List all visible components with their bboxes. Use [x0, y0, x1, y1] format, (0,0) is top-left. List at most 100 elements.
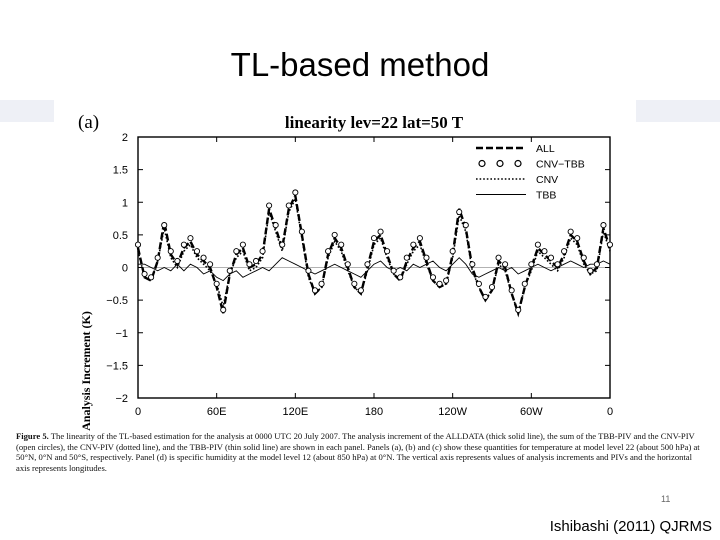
series-line-all [136, 191, 612, 318]
data-point-cnv-tbb [456, 208, 463, 216]
y-tick-label: 0 [122, 263, 128, 275]
data-point-cnv-tbb [187, 235, 194, 242]
data-point-cnv-tbb [370, 235, 378, 242]
data-point-cnv-tbb [174, 257, 181, 265]
data-point-cnv-tbb [606, 241, 614, 248]
data-point-cnv-tbb [502, 261, 509, 268]
data-point-cnv-tbb [141, 270, 148, 278]
data-point-cnv-tbb [482, 293, 489, 300]
data-point-cnv-tbb [318, 280, 325, 287]
data-point-cnv-tbb [515, 306, 522, 313]
y-tick-label: 2 [122, 132, 128, 144]
series-line-tbb [138, 257, 611, 282]
data-point-cnv-tbb [161, 222, 168, 229]
data-point-cnv-tbb [239, 241, 246, 248]
data-point-cnv-tbb [338, 241, 345, 248]
data-point-cnv-tbb [443, 277, 450, 284]
panel-label: (a) [78, 112, 99, 133]
data-point-cnv-tbb [377, 228, 384, 235]
y-tick-label: 1.5 [113, 165, 128, 177]
data-point-cnv-tbb [134, 241, 142, 248]
data-point-cnv-tbb [495, 254, 502, 261]
data-point-cnv-tbb [423, 254, 430, 261]
y-tick-label: −2 [115, 393, 128, 405]
page-number: 11 [661, 494, 671, 504]
legend-label: TBB [536, 190, 556, 202]
chart-title: linearity lev=22 lat=50 T [285, 113, 464, 132]
data-point-cnv-tbb [397, 274, 404, 281]
legend-label: ALL [536, 143, 555, 155]
data-point-cnv-tbb [357, 287, 364, 294]
data-point-cnv-tbb [416, 235, 423, 242]
x-tick-label: 0 [607, 406, 613, 418]
x-tick-label: 0 [135, 406, 141, 418]
legend-label: CNV [536, 174, 558, 186]
legend-label: CNV−TBB [536, 159, 585, 171]
data-point-cnv-tbb [180, 241, 187, 248]
data-point-cnv-tbb [279, 241, 286, 248]
y-tick-label: −1 [115, 328, 128, 340]
data-point-cnv-tbb [561, 248, 568, 255]
data-point-cnv-tbb [207, 261, 214, 268]
legend-marker-cnv-tbb [496, 159, 504, 168]
data-point-cnv-tbb [449, 248, 456, 255]
data-point-cnv-tbb [521, 280, 528, 287]
x-tick-label: 60W [520, 406, 543, 418]
data-point-cnv-tbb [541, 248, 548, 255]
slide-title: TL-based method [230, 46, 490, 83]
legend-marker-cnv-tbb [514, 159, 522, 168]
legend-marker-cnv-tbb [478, 159, 486, 168]
scan-edge-right [636, 100, 720, 122]
y-axis-label: Analysis Increment (K) [79, 311, 93, 431]
data-point-cnv-tbb [403, 254, 410, 261]
series-line-cnv [137, 196, 611, 317]
scan-edge-left [0, 100, 54, 122]
data-point-cnv-tbb [154, 254, 161, 261]
data-point-cnv-tbb [344, 261, 351, 268]
y-tick-label: −1.5 [106, 360, 128, 372]
data-point-cnv-tbb [148, 274, 155, 281]
data-point-cnv-tbb [469, 261, 476, 268]
plot-area: −2 −1.5 −1 −0.5 0 0.5 1 1.5 2 0 60E 120E 180 120W 60W 0… [106, 132, 613, 418]
data-point-cnv-tbb [580, 254, 587, 261]
data-point-cnv-tbb [200, 254, 207, 261]
data-point-cnv-tbb [305, 267, 312, 274]
data-point-cnv-tbb [488, 284, 496, 291]
data-point-cnv-tbb [311, 287, 319, 294]
data-point-cnv-tbb [266, 202, 273, 209]
x-tick-label: 120E [282, 406, 308, 418]
data-point-cnv-tbb [390, 267, 397, 274]
data-point-cnv-tbb [429, 274, 437, 281]
data-point-cnv-tbb [226, 267, 233, 274]
data-point-cnv-tbb [272, 222, 279, 229]
data-point-cnv-tbb [246, 261, 253, 268]
citation: Ishibashi (2011) QJRMS [549, 518, 712, 535]
data-point-cnv-tbb [554, 261, 561, 268]
data-point-cnv-tbb [292, 189, 299, 196]
figure-panel: (a) linearity lev=22 lat=50 T Analysis I… [0, 100, 720, 431]
data-point-cnv-tbb [593, 261, 600, 268]
data-point-cnv-tbb [462, 222, 469, 229]
data-point-cnv-tbb [364, 261, 371, 268]
data-point-cnv-tbb [285, 202, 292, 209]
data-point-cnv-tbb [233, 248, 240, 255]
data-point-cnv-tbb [475, 280, 482, 287]
data-point-cnv-tbb [600, 222, 607, 229]
data-point-cnv-tbb [567, 228, 574, 235]
x-tick-label: 120W [438, 406, 467, 418]
data-point-cnv-tbb [220, 306, 227, 313]
data-point-cnv-tbb [528, 261, 535, 268]
data-point-cnv-tbb [259, 248, 266, 255]
data-point-cnv-tbb [213, 280, 220, 287]
caption-label: Figure 5. [16, 431, 49, 441]
data-point-cnv-tbb [351, 280, 358, 287]
data-point-cnv-tbb [534, 241, 541, 248]
data-point-cnv-tbb [384, 248, 391, 255]
figure-caption: Figure 5. The linearity of the TL-based … [16, 431, 706, 473]
data-point-cnv-tbb [410, 241, 417, 248]
data-point-cnv-tbb [436, 280, 443, 287]
data-point-cnv-tbb [298, 228, 305, 235]
x-tick-label: 60E [207, 406, 227, 418]
y-tick-label: −0.5 [106, 295, 128, 307]
data-point-cnv-tbb [574, 235, 581, 242]
